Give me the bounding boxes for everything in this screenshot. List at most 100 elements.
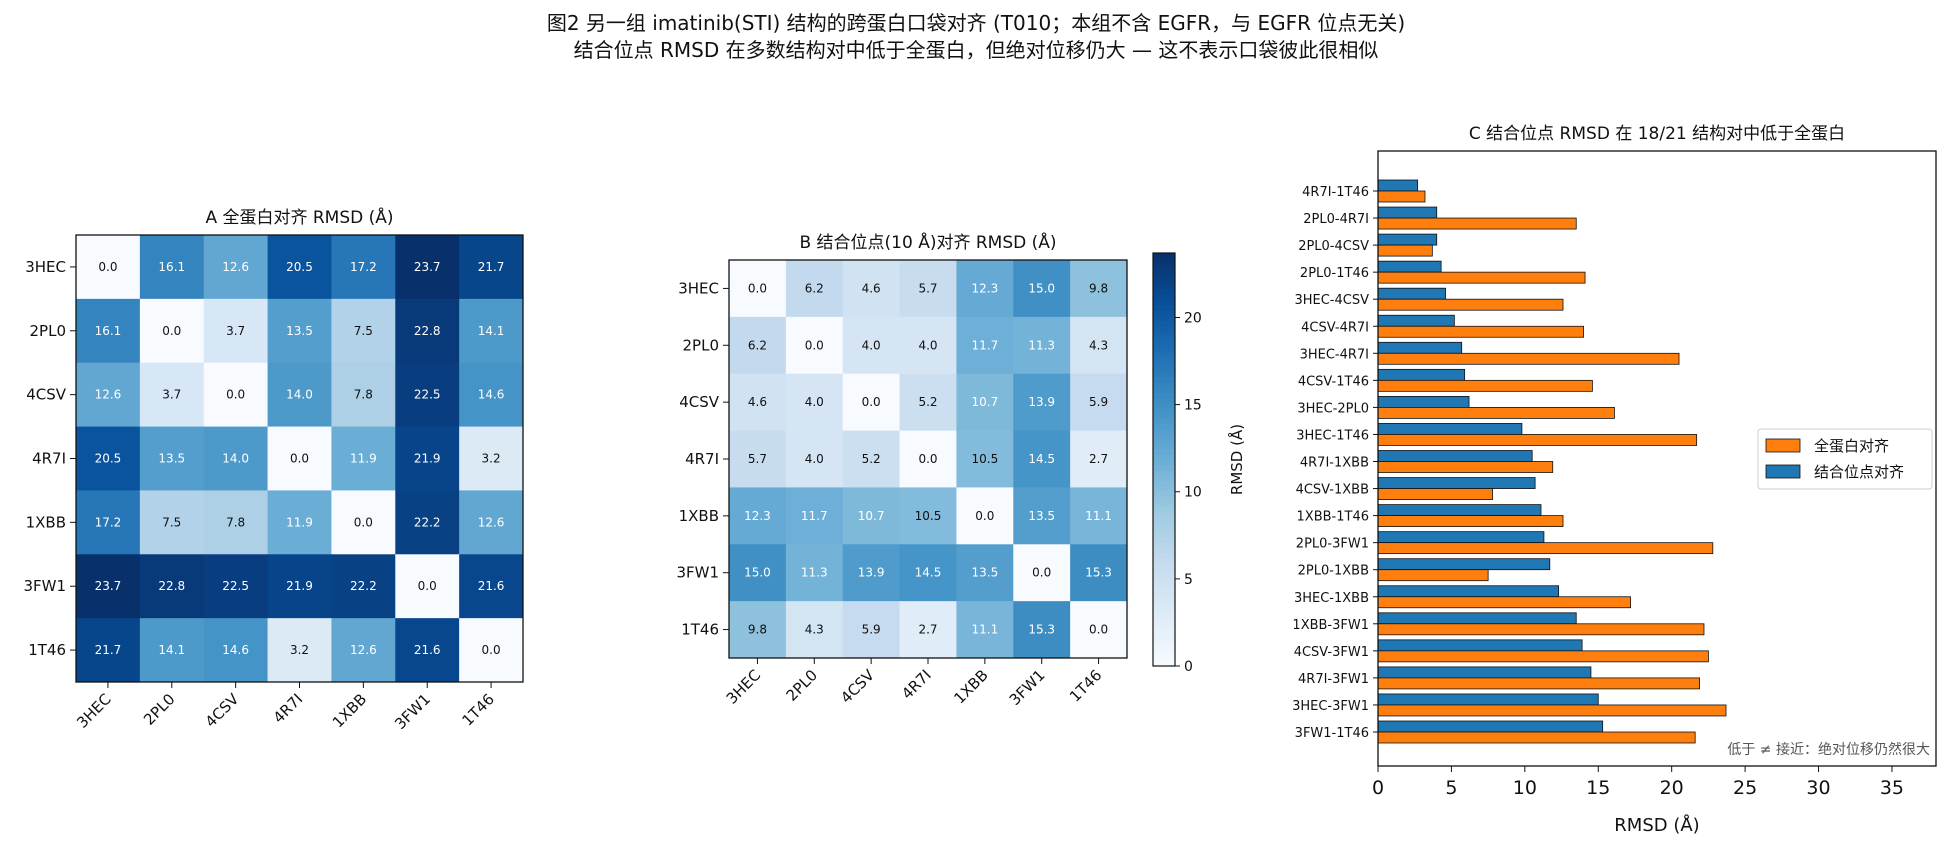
bar-whole-protein	[1377, 217, 1577, 230]
heatmap-b-cell-label: 6.2	[748, 338, 767, 352]
colorbar-segment	[1153, 325, 1175, 332]
colorbar-segment	[1153, 552, 1175, 559]
heatmap-a-cell-label: 11.9	[286, 515, 313, 529]
heatmap-b-cell-label: 13.9	[858, 566, 885, 580]
heatmap-b-cell-label: 15.3	[1028, 623, 1055, 637]
heatmap-a-cell	[203, 618, 269, 683]
colorbar-segment	[1153, 418, 1175, 424]
bar-whole-protein	[1377, 434, 1698, 446]
heatmap-a-cell	[459, 490, 524, 555]
panel-c-frame	[1377, 150, 1937, 767]
heatmap-b-cell	[1070, 316, 1128, 375]
heatmap-b-cell-label: 4.0	[805, 452, 824, 466]
heatmap-b-cell-label: 4.3	[805, 623, 824, 637]
heatmap-a-cell-label: 21.9	[414, 452, 441, 466]
heatmap-a-cell-label: 14.6	[478, 388, 505, 402]
heatmap-a-cell	[76, 426, 141, 491]
heatmap-a-cell	[331, 298, 396, 364]
figure-title-line-1: 图2 另一组 imatinib(STI) 结构的跨蛋白口袋对齐 (T010；本组…	[546, 11, 1406, 35]
heatmap-b-title: B 结合位点(10 Å)对齐 RMSD (Å)	[799, 231, 1056, 253]
heatmap-a-cell-label: 12.6	[478, 515, 505, 529]
heatmap-a-cell-label: 14.0	[286, 388, 313, 402]
heatmap-b-cell-label: 5.9	[1089, 395, 1108, 409]
heatmap-a-cell	[139, 490, 205, 555]
heatmap-a-cell-label: 14.1	[158, 643, 185, 657]
colorbar-segment	[1153, 604, 1175, 610]
heatmap-b-cell-label: 15.0	[744, 566, 771, 580]
heatmap-b-ytick-label: 1XBB	[679, 507, 719, 525]
heatmap-b-cell	[1070, 373, 1128, 432]
colorbar-segment	[1153, 382, 1175, 388]
heatmap-a-cell	[331, 235, 396, 300]
heatmap-a-cell	[76, 298, 141, 364]
heatmap-b-cell-label: 14.5	[1028, 452, 1055, 466]
heatmap-b-cell-label: 2.7	[1089, 452, 1108, 466]
colorbar-segment	[1153, 320, 1175, 326]
heatmap-b-cell-label: 0.0	[975, 509, 994, 523]
heatmap-b-xtick-label: 2PL0	[783, 666, 822, 705]
panel-c-ytick-label: 3HEC-3FW1	[1292, 699, 1369, 714]
heatmap-a-cell	[267, 298, 332, 364]
heatmap-a-cell	[459, 426, 524, 491]
colorbar-segment	[1153, 428, 1175, 435]
heatmap-a-cell	[395, 426, 460, 491]
heatmap-a-cell	[76, 554, 141, 619]
colorbar-segment	[1153, 660, 1175, 667]
heatmap-b-cell-label: 10.7	[971, 395, 998, 409]
heatmap-b-cell-label: 0.0	[1032, 566, 1051, 580]
heatmap-b-cell	[842, 316, 901, 375]
heatmap-b-cell	[899, 487, 957, 545]
heatmap-a-cell-label: 17.2	[95, 515, 122, 529]
heatmap-a-cell	[331, 554, 396, 619]
heatmap-b-cell	[1070, 544, 1128, 602]
heatmap-b-cell	[842, 430, 901, 488]
heatmap-b-cell-label: 12.3	[971, 281, 998, 295]
heatmap-a-ytick-label: 4R7I	[32, 450, 66, 468]
heatmap-a-cell	[203, 362, 269, 428]
bar-whole-protein	[1377, 731, 1696, 744]
heatmap-b-xtick-label: 1XBB	[950, 666, 991, 707]
heatmap-a-cell	[76, 490, 141, 555]
colorbar-segment	[1153, 655, 1175, 662]
colorbar-segment	[1153, 335, 1175, 342]
colorbar-segment	[1153, 423, 1175, 430]
heatmap-b-cell	[842, 373, 901, 432]
heatmap-a-xtick-label: 4CSV	[202, 690, 243, 731]
bar-binding-site	[1377, 720, 1604, 733]
heatmap-b-cell-label: 9.8	[748, 623, 767, 637]
heatmap-a-cell	[459, 554, 524, 619]
heatmap-a-cell-label: 14.6	[222, 643, 249, 657]
bar-binding-site	[1377, 179, 1419, 192]
heatmap-b-cell	[785, 430, 844, 488]
heatmap-b-cell	[1013, 544, 1071, 602]
heatmap-a-cell	[76, 235, 141, 300]
colorbar-segment	[1153, 299, 1175, 306]
colorbar-segment	[1153, 511, 1175, 517]
heatmap-a-cell-label: 0.0	[162, 324, 181, 338]
colorbar-segment	[1153, 469, 1175, 476]
heatmap-b-cell-label: 13.5	[971, 566, 998, 580]
heatmap-b-ytick-label: 4CSV	[679, 393, 720, 411]
heatmap-b-cell	[899, 544, 957, 602]
heatmap-b-ytick-label: 3HEC	[678, 279, 719, 297]
heatmap-b-ytick-label: 1T46	[681, 621, 719, 639]
colorbar-segment	[1153, 402, 1175, 409]
heatmap-a-cell-label: 22.2	[414, 515, 441, 529]
heatmap-b-cell-label: 0.0	[1089, 623, 1108, 637]
heatmap-a-cell-label: 20.5	[95, 452, 122, 466]
heatmap-b-cell	[956, 487, 1014, 545]
colorbar-segment	[1153, 635, 1175, 641]
colorbar-tick-label: 5	[1184, 572, 1193, 588]
bar-binding-site	[1377, 666, 1592, 679]
heatmap-b-cell-label: 9.8	[1089, 281, 1108, 295]
heatmap-b-cell	[1013, 316, 1071, 375]
colorbar-tick-label: 0	[1184, 659, 1193, 675]
colorbar-segment	[1153, 490, 1175, 497]
heatmap-b-cell-label: 0.0	[805, 338, 824, 352]
panel-a-heatmap: A 全蛋白对齐 RMSD (Å) 0.0 16.1 12.6 20.5 17.2 23.7 2…	[23, 206, 524, 733]
colorbar-segment	[1153, 598, 1175, 605]
heatmap-b-cell-label: 11.3	[801, 566, 828, 580]
colorbar-segment	[1153, 314, 1175, 321]
heatmap-b-cell	[785, 544, 844, 602]
heatmap-a-xtick-label: 1T46	[458, 690, 497, 729]
